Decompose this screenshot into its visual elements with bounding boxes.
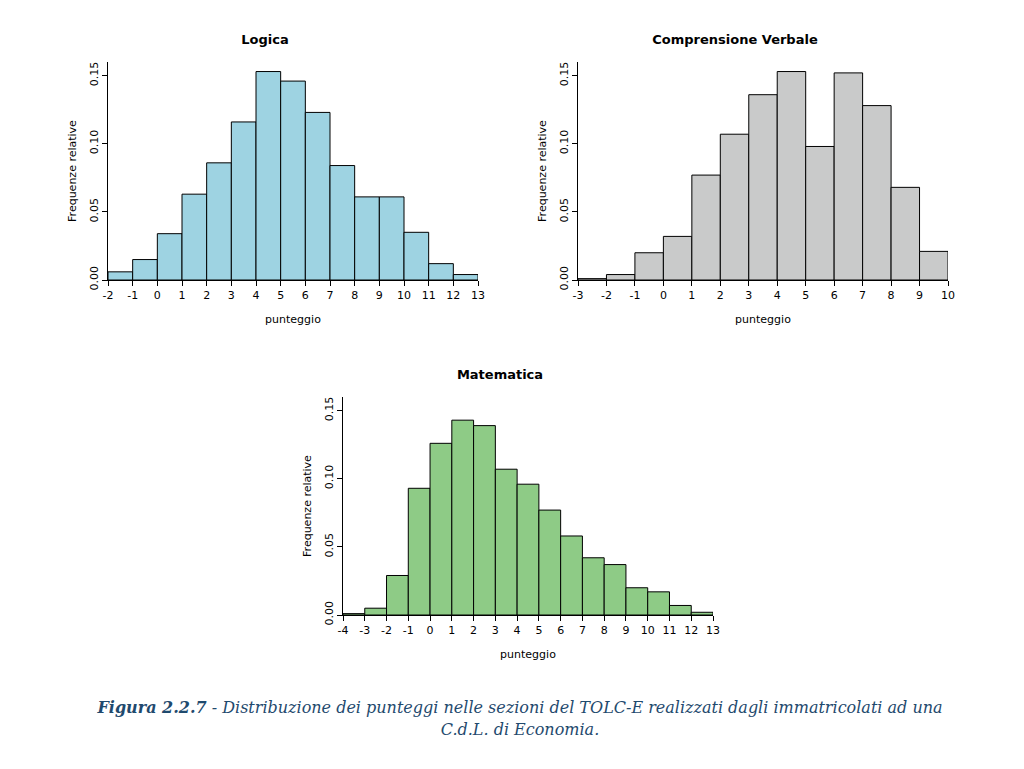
svg-text:9: 9	[916, 289, 923, 302]
svg-text:6: 6	[557, 624, 564, 637]
svg-text:11: 11	[662, 624, 676, 637]
svg-text:-1: -1	[629, 289, 640, 302]
svg-text:Matematica: Matematica	[457, 367, 543, 382]
svg-text:1: 1	[179, 289, 186, 302]
svg-text:3: 3	[745, 289, 752, 302]
svg-text:5: 5	[277, 289, 284, 302]
svg-text:-2: -2	[103, 289, 114, 302]
svg-text:0.15: 0.15	[323, 397, 336, 421]
svg-text:0: 0	[427, 624, 434, 637]
svg-text:-2: -2	[381, 624, 392, 637]
svg-text:11: 11	[422, 289, 436, 302]
svg-text:13: 13	[706, 624, 720, 637]
svg-text:9: 9	[622, 624, 629, 637]
svg-text:Frequenze relative: Frequenze relative	[66, 120, 79, 222]
svg-text:13: 13	[471, 289, 485, 302]
svg-text:0.05: 0.05	[323, 533, 336, 558]
svg-text:6: 6	[831, 289, 838, 302]
svg-text:9: 9	[376, 289, 383, 302]
svg-text:0.00: 0.00	[558, 266, 571, 291]
svg-text:0.05: 0.05	[558, 198, 571, 223]
svg-text:-1: -1	[403, 624, 414, 637]
svg-text:0.10: 0.10	[323, 465, 336, 490]
svg-text:10: 10	[941, 289, 955, 302]
svg-text:0.10: 0.10	[88, 130, 101, 155]
svg-text:7: 7	[579, 624, 586, 637]
svg-text:3: 3	[492, 624, 499, 637]
svg-text:punteggio: punteggio	[265, 313, 321, 326]
svg-text:10: 10	[641, 624, 655, 637]
svg-text:1: 1	[688, 289, 695, 302]
svg-text:0.15: 0.15	[558, 62, 571, 86]
svg-text:Frequenze relative: Frequenze relative	[536, 120, 549, 222]
svg-text:12: 12	[446, 289, 460, 302]
svg-text:0.10: 0.10	[558, 130, 571, 155]
svg-text:4: 4	[253, 289, 260, 302]
svg-text:2: 2	[717, 289, 724, 302]
svg-text:2: 2	[470, 624, 477, 637]
svg-text:-3: -3	[573, 289, 584, 302]
svg-text:0.00: 0.00	[88, 266, 101, 291]
svg-text:5: 5	[535, 624, 542, 637]
svg-text:12: 12	[684, 624, 698, 637]
svg-text:0.00: 0.00	[323, 601, 336, 626]
svg-text:6: 6	[302, 289, 309, 302]
svg-text:0: 0	[660, 289, 667, 302]
svg-text:8: 8	[351, 289, 358, 302]
svg-text:Comprensione Verbale: Comprensione Verbale	[652, 32, 818, 47]
svg-text:-3: -3	[359, 624, 370, 637]
svg-text:8: 8	[888, 289, 895, 302]
svg-text:7: 7	[859, 289, 866, 302]
svg-text:4: 4	[774, 289, 781, 302]
svg-text:7: 7	[327, 289, 334, 302]
svg-text:Frequenze relative: Frequenze relative	[301, 455, 314, 557]
svg-text:0.15: 0.15	[88, 62, 101, 86]
svg-text:2: 2	[203, 289, 210, 302]
svg-text:10: 10	[397, 289, 411, 302]
html-text:Figura 2.2.7 - Distribuzione d: Figura 2.2.7 - Distribuzione dei puntegg…	[97, 698, 943, 739]
svg-text:3: 3	[228, 289, 235, 302]
svg-text:punteggio: punteggio	[735, 313, 791, 326]
svg-text:5: 5	[802, 289, 809, 302]
svg-text:punteggio: punteggio	[500, 648, 556, 661]
svg-text:-4: -4	[338, 624, 349, 637]
svg-text:8: 8	[601, 624, 608, 637]
svg-text:Logica: Logica	[241, 32, 288, 47]
svg-text:0.05: 0.05	[88, 198, 101, 223]
svg-text:-1: -1	[127, 289, 138, 302]
svg-text:-2: -2	[601, 289, 612, 302]
svg-text:0: 0	[154, 289, 161, 302]
svg-text:4: 4	[514, 624, 521, 637]
svg-text:1: 1	[448, 624, 455, 637]
